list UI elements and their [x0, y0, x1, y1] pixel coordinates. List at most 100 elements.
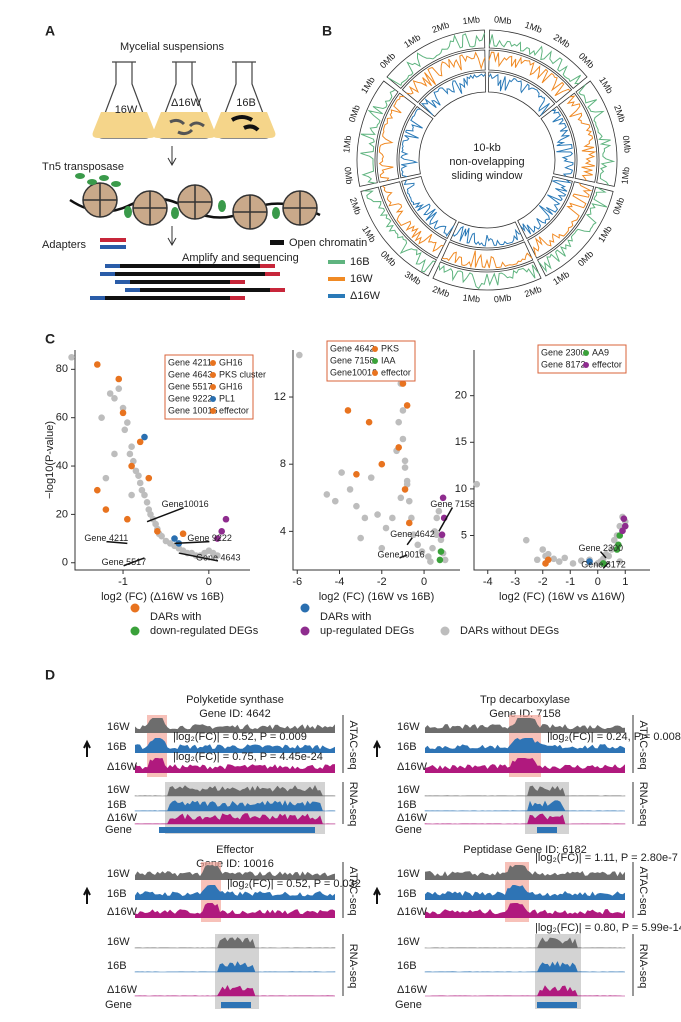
- point: [405, 519, 413, 527]
- annotation: Gene 9222: [187, 533, 232, 543]
- ring-segment: [356, 80, 399, 187]
- flask-label: 16B: [236, 97, 256, 109]
- point: [141, 433, 148, 441]
- legend-dot: [210, 396, 216, 402]
- coverage-track: [425, 718, 625, 733]
- track-title: Polyketide synthase: [186, 694, 284, 706]
- ring-label: 1Mb: [524, 20, 544, 35]
- legend-gene: Gene 7158: [330, 355, 375, 365]
- rna-label: RNA-seq: [347, 782, 359, 827]
- point: [395, 418, 402, 426]
- point: [94, 486, 101, 494]
- legend-label: IAA: [381, 355, 396, 365]
- point: [437, 548, 445, 555]
- legend-label: DARs with: [150, 611, 201, 623]
- adapter: [100, 238, 126, 242]
- point: [171, 535, 178, 542]
- point: [473, 480, 481, 488]
- rna-track: [424, 961, 626, 973]
- ring-track: [578, 84, 616, 186]
- fc-annotation: |log₂(FC)| = 1.11, P = 2.80e-7: [535, 852, 678, 864]
- circos-center: sliding window: [452, 170, 523, 182]
- x-tick-label: -6: [292, 576, 302, 588]
- legend-box: [326, 340, 416, 382]
- x-tick-label: -4: [483, 576, 493, 588]
- ring-label: 2Mb: [612, 104, 627, 124]
- track-title: Effector: [216, 844, 254, 856]
- point: [378, 544, 386, 552]
- point: [128, 491, 135, 499]
- row-label: 16W: [107, 936, 130, 948]
- y-tick-label: 80: [56, 363, 68, 375]
- legend-gene: Gene 2300: [541, 347, 586, 357]
- point: [615, 541, 622, 549]
- point: [222, 515, 230, 523]
- ring-label: 0Mb: [347, 104, 362, 124]
- point: [353, 470, 360, 478]
- annotation: Gene 4642: [390, 529, 435, 539]
- point: [401, 464, 409, 471]
- point: [124, 515, 131, 523]
- row-label: 16B: [107, 799, 127, 811]
- annotation-arrow: [602, 562, 610, 569]
- legend-dot: [210, 408, 216, 414]
- x-tick-label: -3: [510, 576, 520, 588]
- point: [410, 531, 417, 539]
- point: [119, 409, 127, 417]
- legend-label: 16B: [350, 256, 370, 268]
- point: [357, 534, 364, 542]
- ring-label: 1Mb: [359, 75, 377, 95]
- coverage-track: [425, 903, 625, 918]
- y-tick-label: 10: [455, 483, 467, 495]
- point: [132, 467, 140, 475]
- ring-track: [452, 225, 521, 247]
- panel-label: B: [322, 23, 332, 39]
- point: [441, 556, 449, 564]
- ring-label: 1Mb: [620, 166, 632, 185]
- point: [141, 491, 148, 499]
- annotation: Gene10016: [162, 499, 209, 509]
- panel-label: C: [45, 331, 55, 347]
- point: [424, 553, 432, 560]
- ring-track: [400, 108, 423, 178]
- legend-gene: Gene10016: [330, 367, 377, 377]
- point: [158, 532, 165, 540]
- coverage-track: [425, 738, 625, 753]
- point: [138, 486, 146, 494]
- legend-gene: Gene 4211: [168, 357, 212, 367]
- x-tick-label: 0: [595, 576, 601, 588]
- point: [555, 558, 563, 565]
- point: [135, 472, 142, 480]
- ring-track: [363, 190, 436, 273]
- chromatin: [69, 173, 321, 230]
- x-tick-label: -1: [565, 576, 575, 588]
- coverage-track: [425, 865, 625, 880]
- atac-label: ATAC-seq: [347, 720, 359, 769]
- row-label: Δ16W: [397, 906, 428, 918]
- point: [353, 502, 360, 510]
- coverage-track: [425, 758, 625, 773]
- point: [361, 514, 369, 522]
- chromatin-key: [270, 240, 284, 245]
- legend-label: down-regulated DEGs: [150, 625, 259, 637]
- row-label: 16B: [397, 888, 417, 900]
- point: [608, 546, 615, 553]
- annotation-arrow: [106, 540, 128, 545]
- point: [389, 514, 396, 522]
- ring-segment: [540, 105, 576, 179]
- axis: [292, 350, 460, 571]
- rna-track: [424, 937, 626, 949]
- annotation: Gene 8172: [581, 560, 626, 570]
- rna-track: [134, 800, 336, 812]
- ring-label: 2Mb: [523, 284, 543, 299]
- y-tick-label: 8: [280, 458, 286, 470]
- legend-box: [164, 354, 254, 420]
- point: [68, 353, 75, 361]
- point: [405, 497, 413, 505]
- rna-track: [424, 800, 626, 812]
- atac-label: ATAC-seq: [637, 866, 649, 915]
- legend-label: Δ16W: [350, 290, 381, 302]
- ring-track: [387, 32, 485, 87]
- point: [619, 527, 626, 535]
- point: [115, 375, 123, 383]
